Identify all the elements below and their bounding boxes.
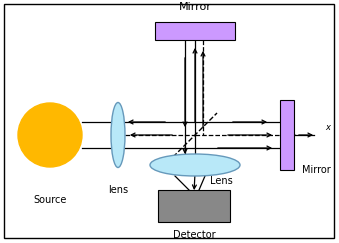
Text: Mirror: Mirror <box>179 2 212 12</box>
Text: Lens: Lens <box>210 176 233 186</box>
Bar <box>280 100 294 170</box>
Text: lens: lens <box>108 185 128 195</box>
Circle shape <box>18 103 82 167</box>
Bar <box>155 22 235 40</box>
Text: x: x <box>325 122 330 131</box>
Text: Mirror: Mirror <box>302 165 331 175</box>
Text: Source: Source <box>33 195 67 205</box>
Ellipse shape <box>150 154 240 176</box>
Text: Detector: Detector <box>173 230 215 240</box>
Ellipse shape <box>111 103 125 167</box>
Bar <box>158 190 230 222</box>
